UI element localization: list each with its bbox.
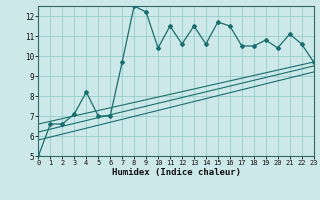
X-axis label: Humidex (Indice chaleur): Humidex (Indice chaleur) [111,168,241,177]
